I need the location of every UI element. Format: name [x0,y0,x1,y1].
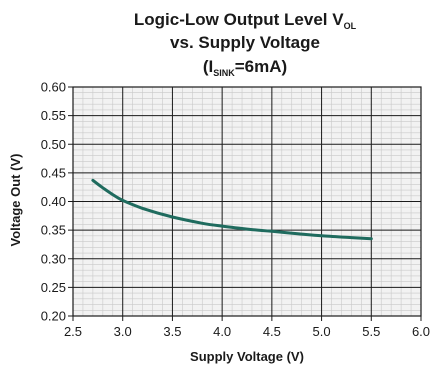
chart-title-line-2: vs. Supply Voltage [170,33,320,52]
title-line-1-text: Logic-Low Output Level V [134,10,344,29]
x-tick-label: 6.0 [412,324,430,339]
title-line-3-rest: =6mA) [235,57,287,76]
x-tick-label: 5.5 [362,324,380,339]
y-tick-label: 0.25 [41,280,66,295]
y-tick-label: 0.30 [41,251,66,266]
plot-frame [72,86,422,317]
y-tick-label: 0.35 [41,223,66,238]
data-series-line [91,178,373,241]
y-tick-label: 0.60 [41,80,66,95]
x-tick-label: 3.5 [163,324,181,339]
y-tick-label: 0.40 [41,194,66,209]
x-tick-label: 4.0 [213,324,231,339]
x-tick-label: 3.0 [114,324,132,339]
x-tick-label: 5.0 [313,324,331,339]
title-line-3-subscript: SINK [213,68,235,78]
plot-area: 2.5 3.0 3.5 4.0 4.5 5.0 5.5 6.0 0.20 0.25 0.30 0.35… [41,80,430,340]
y-tick-label: 0.55 [41,108,66,123]
y-tick-label: 0.20 [41,309,66,324]
x-axis-label: Supply Voltage (V) [190,349,304,364]
y-tick-label: 0.50 [41,137,66,152]
chart-title-line-1: Logic-Low Output Level VOL [134,10,357,31]
y-axis-label: Voltage Out (V) [8,154,23,247]
x-tick-label: 4.5 [263,324,281,339]
title-line-3-open: (I [203,57,213,76]
y-tick-label: 0.45 [41,165,66,180]
x-tick-label: 2.5 [64,324,82,339]
title-line-1-subscript: OL [344,21,357,31]
chart-title-line-3: (ISINK=6mA) [203,57,287,78]
